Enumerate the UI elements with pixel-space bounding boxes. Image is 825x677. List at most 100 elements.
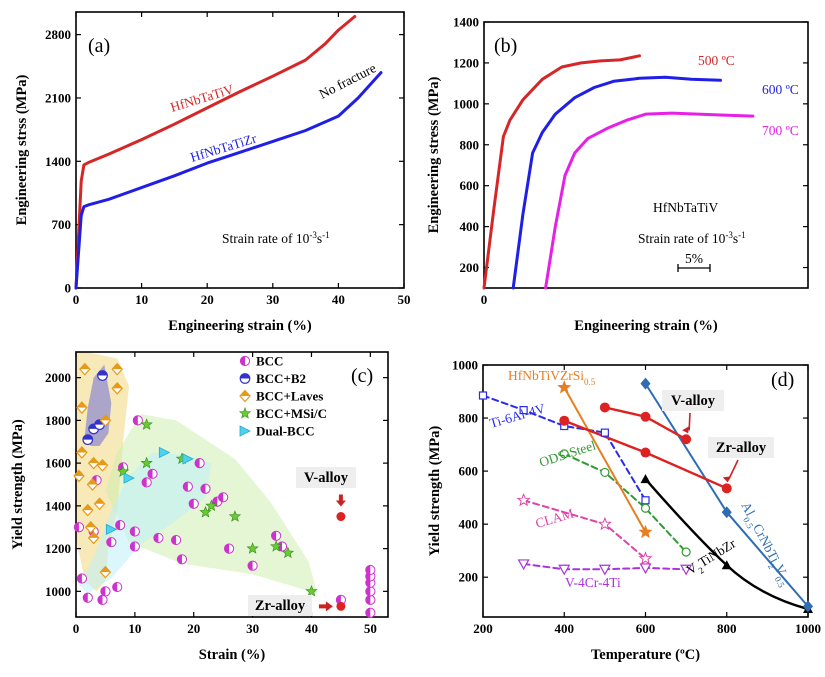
panel-d-point-v-alloy — [681, 434, 692, 445]
panel-c-point-bcc — [218, 492, 229, 503]
panel-d-point-hfnbtivzrsi0-5 — [557, 380, 572, 394]
panel-c-point-bcc-fill — [83, 593, 88, 603]
panel-c: 0 10 20 30 40 50100012001400160018002000BCCBC… — [10, 351, 389, 663]
panel-c-legend-marker-3-fill — [240, 390, 250, 396]
panel-c-x-tick-label: 20 — [187, 621, 200, 636]
panel-d-point-clam — [597, 516, 612, 531]
panel-c-point-bcc-fill — [74, 522, 79, 532]
panel-d-frame — [482, 364, 809, 618]
panel-a-strain-rate: Strain rate of 10-3s-1 — [222, 230, 330, 246]
panel-d-label-hf: HfNbTiVZrSi0.5 — [508, 368, 596, 387]
panel-c-point-bcc — [76, 573, 87, 584]
panel-d-point-ti-6al-4v — [478, 391, 488, 400]
panel-c-point-bcc-laves-fill — [100, 414, 111, 421]
panel-c-y-tick-label: 1400 — [45, 498, 71, 513]
panel-c-point-dual-bcc — [158, 446, 171, 459]
panel-c-legend-marker-2-fill — [240, 373, 250, 379]
panel-c-point-bcc-fill — [189, 499, 194, 509]
panel-c-point-bcc-msi-c-shape — [199, 505, 212, 518]
panel-c-point-bcc-msi-c-shape — [270, 540, 283, 552]
panel-b-scale-label: 5% — [685, 251, 703, 266]
panel-d-series-line-hfnbtivzrsi0-5 — [563, 386, 647, 534]
panel-b-series-line-2 — [511, 75, 722, 290]
panel-d-point-ti-6al-4v — [600, 428, 609, 437]
panel-c-point-bcc — [170, 534, 182, 546]
panel-a-y-tick-label: 1400 — [45, 154, 71, 169]
panel-b-frame — [483, 21, 809, 289]
panel-d-point-zr-alloy — [640, 447, 651, 458]
panel-b-series-label-1: 500 ºC — [698, 53, 735, 68]
panel-d-x-axis-label: Temperature (ºC) — [591, 647, 700, 663]
panel-d-point-al0-5crnbti2v0-5 — [721, 506, 732, 519]
panel-c-point-bcc-fill — [97, 595, 103, 605]
panel-b: 0 200 400 600 800 1000 1200 1400 Engineering str… — [426, 15, 809, 334]
panel-c-point-bcc-msi-c — [199, 505, 212, 518]
panel-c-v-alloy-callout: V-alloy — [296, 467, 356, 507]
panel-c-point-bcc-fill — [130, 541, 135, 552]
panel-c-point-bcc-laves-fill — [94, 498, 105, 504]
panel-d-label: (d) — [771, 369, 794, 391]
panel-d-point-al0-5crnbti2v0-5 — [803, 600, 813, 613]
panel-c-point-bcc — [115, 520, 126, 531]
panel-c-x-tick-label: 0 — [73, 621, 80, 636]
panel-c-point-bcc — [223, 543, 235, 554]
panel-d-v-alloy-callout: V-alloy — [662, 390, 724, 434]
panel-d-point-v-4cr-4ti — [639, 563, 652, 575]
panel-c-point-bcc — [97, 594, 108, 606]
panel-a-label: (a) — [88, 35, 110, 57]
panel-c-point-bcc-laves-fill — [82, 504, 93, 511]
panel-c-point-bcc — [73, 522, 85, 533]
panel-c-legend-marker-3 — [239, 389, 251, 403]
panel-a-note: No fracture — [317, 60, 379, 101]
panel-c-point-bcc-laves-fill — [97, 459, 108, 466]
panel-c-point-bcc-msi-c-shape — [281, 546, 295, 559]
panel-c-point-bcc-msi-c-shape — [305, 584, 318, 597]
panel-c-y-tick-label: 1000 — [45, 584, 71, 599]
panel-b-y-tick-label: 1200 — [453, 55, 479, 70]
panel-c-region-dual-bcc — [78, 452, 212, 594]
panel-a: 0 10 20 30 40 50 0 700 1400 2100 2800 Engineering s… — [14, 11, 411, 334]
panel-c-point-dual-bcc-shape — [182, 453, 194, 465]
panel-c-point-bcc-fill — [195, 458, 200, 468]
panel-c-point-bcc-fill — [365, 595, 371, 605]
panel-b-y-tick-label: 600 — [460, 178, 480, 193]
panel-d: 200 400 600 800 1000 200 400 600 800 1000 Ti-6Al-4… — [427, 358, 821, 664]
panel-c-y-axis-label: Yield strength (MPa) — [10, 419, 26, 550]
panel-d-x-tick-label: 600 — [636, 621, 656, 636]
panel-a-y-tick-label: 2800 — [45, 27, 71, 42]
panel-c-legend-marker-1-fill — [240, 356, 245, 366]
panel-c-legend-marker-5-shape — [239, 425, 251, 437]
panel-c-frame — [75, 351, 389, 618]
panel-d-x-tick-label: 1000 — [795, 621, 821, 636]
panel-b-y-tick-label: 400 — [460, 219, 480, 234]
panel-c-x-tick-label: 50 — [364, 621, 377, 636]
panel-b-y-tick-label: 800 — [460, 137, 480, 152]
panel-c-point-bcc-laves-fill — [76, 446, 87, 453]
text-span: Strain rate of 10 — [638, 231, 726, 246]
panel-c-v-alloy-label: V-alloy — [304, 470, 349, 486]
panel-c-point-bcc-laves-fill — [112, 382, 123, 389]
panel-a-x-tick-label: 0 — [73, 292, 80, 307]
panel-c-y-tick-label: 1200 — [45, 541, 71, 556]
panel-d-zr-alloy-arrow-line — [728, 459, 739, 480]
panel-c-point-bcc-msi-c-shape — [246, 542, 259, 554]
panel-c-point-bcc-fill — [171, 535, 177, 545]
text-span: 0.5 — [584, 377, 596, 387]
panel-c-point-bcc-laves — [96, 458, 109, 472]
panel-c-highlight-point-1 — [336, 512, 346, 522]
panel-c-point-bcc-msi-c — [228, 510, 242, 522]
panel-c-point-bcc-laves-fill — [88, 532, 99, 538]
panel-c-point-bcc-laves-fill — [87, 479, 98, 485]
panel-c-point-bcc-laves-fill — [73, 470, 84, 476]
panel-c-point-bcc — [129, 541, 140, 552]
panel-d-point-zr-alloy — [559, 415, 570, 426]
panel-c-point-bcc — [153, 532, 164, 544]
panel-c-point-bcc — [141, 477, 152, 488]
panel-c-point-bcc-laves — [76, 446, 88, 459]
text-span: -3 — [309, 230, 317, 240]
panel-d-point-v2tinbzr — [640, 474, 651, 484]
panel-c-legend-label-4: BCC+MSi/C — [256, 406, 327, 421]
panel-c-label: (c) — [351, 365, 373, 387]
panel-d-point-v-4cr-4ti — [517, 559, 530, 571]
panel-c-point-bcc-fill — [77, 573, 82, 584]
